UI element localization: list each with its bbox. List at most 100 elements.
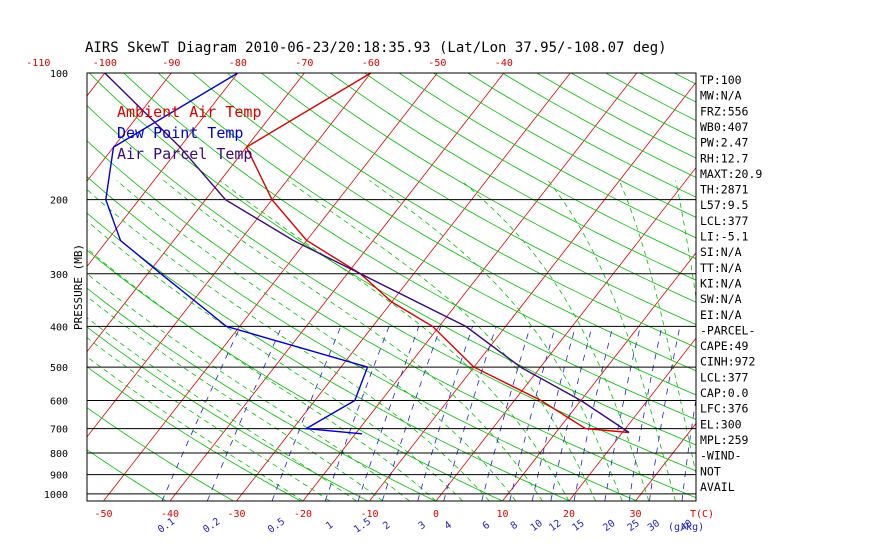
mixing-ratio-tick-label: 12 bbox=[547, 518, 563, 534]
mixing-ratio-line bbox=[206, 326, 283, 501]
dry-adiabat-line bbox=[87, 287, 436, 501]
dry-adiabat-line bbox=[87, 104, 696, 472]
isotherm-line bbox=[87, 73, 239, 268]
dry-adiabat-line bbox=[87, 407, 234, 501]
top-temp-tick-label: -40 bbox=[495, 58, 513, 69]
dry-adiabat-line bbox=[364, 73, 696, 260]
mixing-ratio-line bbox=[628, 326, 663, 501]
stat-line: CINH:972 bbox=[700, 355, 755, 369]
dry-adiabat-line bbox=[87, 326, 369, 501]
stat-line: RH:12.7 bbox=[700, 151, 749, 165]
bottom-temp-tick-label: -40 bbox=[161, 509, 179, 520]
series-line-1 bbox=[245, 73, 630, 434]
mixing-ratio-tick-label: 0.5 bbox=[266, 516, 287, 535]
dry-adiabat-line bbox=[89, 73, 696, 446]
legend-entry: Dew Point Temp bbox=[117, 124, 243, 142]
mixing-ratio-line bbox=[417, 326, 473, 501]
dry-adiabat-line bbox=[743, 73, 870, 501]
moist-adiabat-line bbox=[287, 180, 596, 501]
top-temp-tick-label: -50 bbox=[428, 58, 446, 69]
isotherm-line bbox=[769, 73, 870, 501]
dry-adiabat-line bbox=[812, 73, 870, 501]
legend-entry: Air Parcel Temp bbox=[117, 145, 252, 163]
stat-line: TT:N/A bbox=[700, 261, 742, 275]
isotherm-line bbox=[87, 73, 106, 97]
stat-line: LFC:376 bbox=[700, 402, 749, 416]
temp-axis-unit: T(C) bbox=[690, 509, 714, 520]
top-temp-tick-label: -90 bbox=[162, 58, 180, 69]
pressure-tick-label: 700 bbox=[50, 425, 68, 436]
dry-adiabat-line bbox=[192, 73, 696, 372]
stat-line: KI:N/A bbox=[700, 276, 742, 290]
isotherm-line bbox=[169, 73, 505, 501]
moist-adiabat-line bbox=[116, 180, 517, 501]
top-temp-tick-label: -80 bbox=[229, 58, 247, 69]
top-temp-tick-label: -110 bbox=[26, 58, 50, 69]
bottom-temp-tick-label: -30 bbox=[227, 509, 245, 520]
moist-adiabat-line bbox=[547, 180, 676, 501]
stat-line: CAPE:49 bbox=[700, 339, 749, 353]
dry-adiabat-line bbox=[778, 73, 870, 501]
isotherm-line bbox=[87, 73, 172, 182]
moist-adiabat-line bbox=[87, 337, 330, 501]
dry-adiabat-line bbox=[639, 73, 696, 103]
y-axis-label: PRESSURE (MB) bbox=[72, 244, 85, 330]
mixing-ratio-tick-label: 10 bbox=[529, 518, 545, 534]
pressure-tick-label: 600 bbox=[50, 396, 68, 407]
bottom-temp-tick-label: 20 bbox=[563, 509, 575, 520]
mixing-ratio-tick-label: 0.2 bbox=[201, 516, 222, 535]
series-line-3 bbox=[104, 73, 630, 434]
pressure-tick-label: 200 bbox=[50, 196, 68, 207]
bottom-temp-tick-label: 10 bbox=[496, 509, 508, 520]
stat-line: AVAIL bbox=[700, 480, 735, 494]
isotherm-line bbox=[236, 73, 571, 501]
chart-title: AIRS SkewT Diagram 2010-06-23/20:18:35.9… bbox=[85, 40, 667, 56]
pressure-tick-label: 300 bbox=[50, 270, 68, 281]
moist-adiabat-line bbox=[87, 296, 384, 501]
stat-line: MAXT:20.9 bbox=[700, 167, 762, 181]
top-temp-tick-label: -70 bbox=[295, 58, 313, 69]
mixing-ratio-unit: (g/kg) bbox=[668, 522, 704, 533]
mixing-ratio-tick-label: 25 bbox=[626, 518, 642, 534]
dry-adiabat-line bbox=[329, 73, 696, 281]
moist-adiabat-line bbox=[369, 180, 623, 501]
mixing-ratio-line bbox=[531, 326, 576, 501]
moist-adiabat-line bbox=[87, 188, 490, 501]
moist-adiabat-line bbox=[675, 180, 696, 300]
isotherm-line bbox=[502, 252, 696, 501]
moist-adiabat-line bbox=[87, 220, 463, 501]
pressure-tick-label: 900 bbox=[50, 471, 68, 482]
stat-line: CAP:0.0 bbox=[700, 386, 749, 400]
plot-frame bbox=[86, 72, 697, 502]
bottom-temp-tick-label: 0 bbox=[433, 509, 439, 520]
dry-adiabat-line bbox=[87, 212, 570, 501]
moist-adiabat-line bbox=[87, 248, 437, 501]
pressure-tick-label: 800 bbox=[50, 449, 68, 460]
mixing-ratio-line bbox=[443, 326, 497, 501]
isotherm-line bbox=[87, 73, 305, 353]
stat-line: LI:-5.1 bbox=[700, 230, 749, 244]
mixing-ratio-line bbox=[604, 326, 641, 501]
stat-line: WB0:407 bbox=[700, 120, 749, 134]
dry-adiabat-line bbox=[433, 73, 696, 218]
moist-adiabat-line bbox=[219, 180, 570, 501]
sounding-profiles bbox=[104, 73, 630, 435]
dry-adiabat-line bbox=[295, 73, 696, 303]
moist-adiabat-line bbox=[618, 180, 696, 476]
bottom-temp-tick-label: 30 bbox=[629, 509, 641, 520]
bottom-temp-tick-label: -10 bbox=[360, 509, 378, 520]
stat-line: TH:2871 bbox=[700, 183, 749, 197]
stat-line: LCL:377 bbox=[700, 370, 749, 384]
stat-line: SW:N/A bbox=[700, 292, 742, 306]
mixing-ratio-line bbox=[573, 326, 614, 501]
mixing-ratio-tick-label: 30 bbox=[646, 518, 662, 534]
moist-adiabat-line bbox=[163, 180, 543, 501]
pressure-tick-label: 400 bbox=[50, 322, 68, 333]
pressure-tick-label: 500 bbox=[50, 363, 68, 374]
mixing-ratio-tick-label: 20 bbox=[601, 518, 617, 534]
isotherm-line bbox=[87, 73, 372, 438]
top-temp-tick-label: -60 bbox=[362, 58, 380, 69]
mixing-ratio-line bbox=[509, 326, 556, 501]
